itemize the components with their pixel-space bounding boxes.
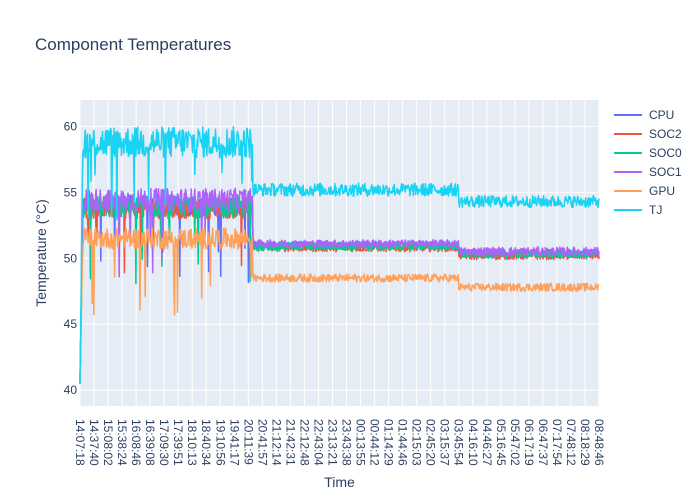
- x-tick-label: 05:47:02: [508, 419, 522, 466]
- x-tick-label: 15:08:02: [101, 419, 115, 466]
- y-axis-ticks: 40 45 50 55 60: [64, 119, 78, 397]
- series-line-tj: [79, 125, 600, 384]
- legend-label: SOC0: [649, 146, 682, 160]
- legend[interactable]: CPU SOC2 SOC0 SOC1 GPU TJ: [614, 108, 682, 217]
- x-tick-label: 03:15:37: [438, 419, 452, 466]
- y-tick-label: 60: [64, 119, 78, 133]
- y-tick-label: 55: [64, 185, 78, 199]
- legend-label: TJ: [649, 203, 662, 217]
- x-tick-label: 04:16:10: [466, 419, 480, 466]
- x-tick-label: 23:43:38: [340, 419, 354, 466]
- x-tick-label: 18:10:13: [185, 419, 199, 466]
- x-tick-label: 02:45:20: [424, 419, 438, 466]
- series-line-soc1: [79, 187, 600, 384]
- x-tick-label: 14:37:40: [87, 419, 101, 466]
- x-tick-label: 18:40:34: [199, 419, 213, 466]
- x-tick-label: 05:16:45: [494, 419, 508, 466]
- x-tick-label: 08:18:29: [578, 419, 592, 466]
- x-axis-ticks: 14:07:18 14:37:40 15:08:02 15:38:24 16:08:46…: [73, 419, 606, 466]
- x-tick-label: 15:38:24: [115, 419, 129, 466]
- x-tick-label: 00:44:12: [368, 419, 382, 466]
- x-tick-label: 22:43:04: [311, 419, 325, 466]
- x-tick-label: 16:08:46: [129, 419, 143, 466]
- legend-item-soc1[interactable]: SOC1: [614, 165, 682, 179]
- x-tick-label: 14:07:18: [73, 419, 87, 466]
- x-tick-label: 19:41:17: [227, 419, 241, 466]
- x-tick-label: 20:41:57: [255, 419, 269, 466]
- x-tick-label: 21:42:31: [283, 419, 297, 466]
- legend-label: SOC1: [649, 165, 682, 179]
- x-tick-label: 06:17:19: [522, 419, 536, 466]
- legend-label: SOC2: [649, 127, 682, 141]
- legend-label: CPU: [649, 108, 674, 122]
- legend-item-tj[interactable]: TJ: [614, 203, 662, 217]
- legend-item-gpu[interactable]: GPU: [614, 184, 675, 198]
- x-tick-label: 16:39:08: [143, 419, 157, 466]
- y-tick-label: 45: [64, 317, 78, 331]
- x-tick-label: 23:13:21: [325, 419, 339, 466]
- x-tick-label: 06:47:37: [536, 419, 550, 466]
- legend-item-soc2[interactable]: SOC2: [614, 127, 682, 141]
- x-axis-label: Time: [324, 474, 355, 490]
- y-axis-label: Temperature (°C): [33, 199, 49, 307]
- series-line-gpu: [79, 227, 600, 384]
- x-tick-label: 17:09:30: [157, 419, 171, 466]
- x-tick-label: 01:14:29: [382, 419, 396, 466]
- y-tick-label: 50: [64, 251, 78, 265]
- x-tick-label: 07:48:12: [564, 419, 578, 466]
- legend-item-cpu[interactable]: CPU: [614, 108, 674, 122]
- x-tick-label: 01:44:46: [396, 419, 410, 466]
- x-tick-label: 07:17:54: [550, 419, 564, 466]
- x-tick-label: 00:13:55: [354, 419, 368, 466]
- series-lines: [79, 125, 600, 384]
- x-tick-label: 02:15:03: [410, 419, 424, 466]
- x-tick-label: 22:12:48: [297, 419, 311, 466]
- x-tick-label: 20:11:39: [241, 419, 255, 465]
- x-tick-label: 17:39:51: [171, 419, 185, 466]
- chart-title: Component Temperatures: [35, 35, 231, 54]
- x-tick-label: 19:10:56: [213, 419, 227, 466]
- y-tick-label: 40: [64, 383, 78, 397]
- legend-label: GPU: [649, 184, 675, 198]
- x-tick-label: 21:12:14: [269, 419, 283, 466]
- x-tick-label: 08:48:46: [592, 419, 606, 466]
- x-tick-label: 03:45:54: [452, 419, 466, 466]
- x-tick-label: 04:46:27: [480, 419, 494, 466]
- legend-item-soc0[interactable]: SOC0: [614, 146, 682, 160]
